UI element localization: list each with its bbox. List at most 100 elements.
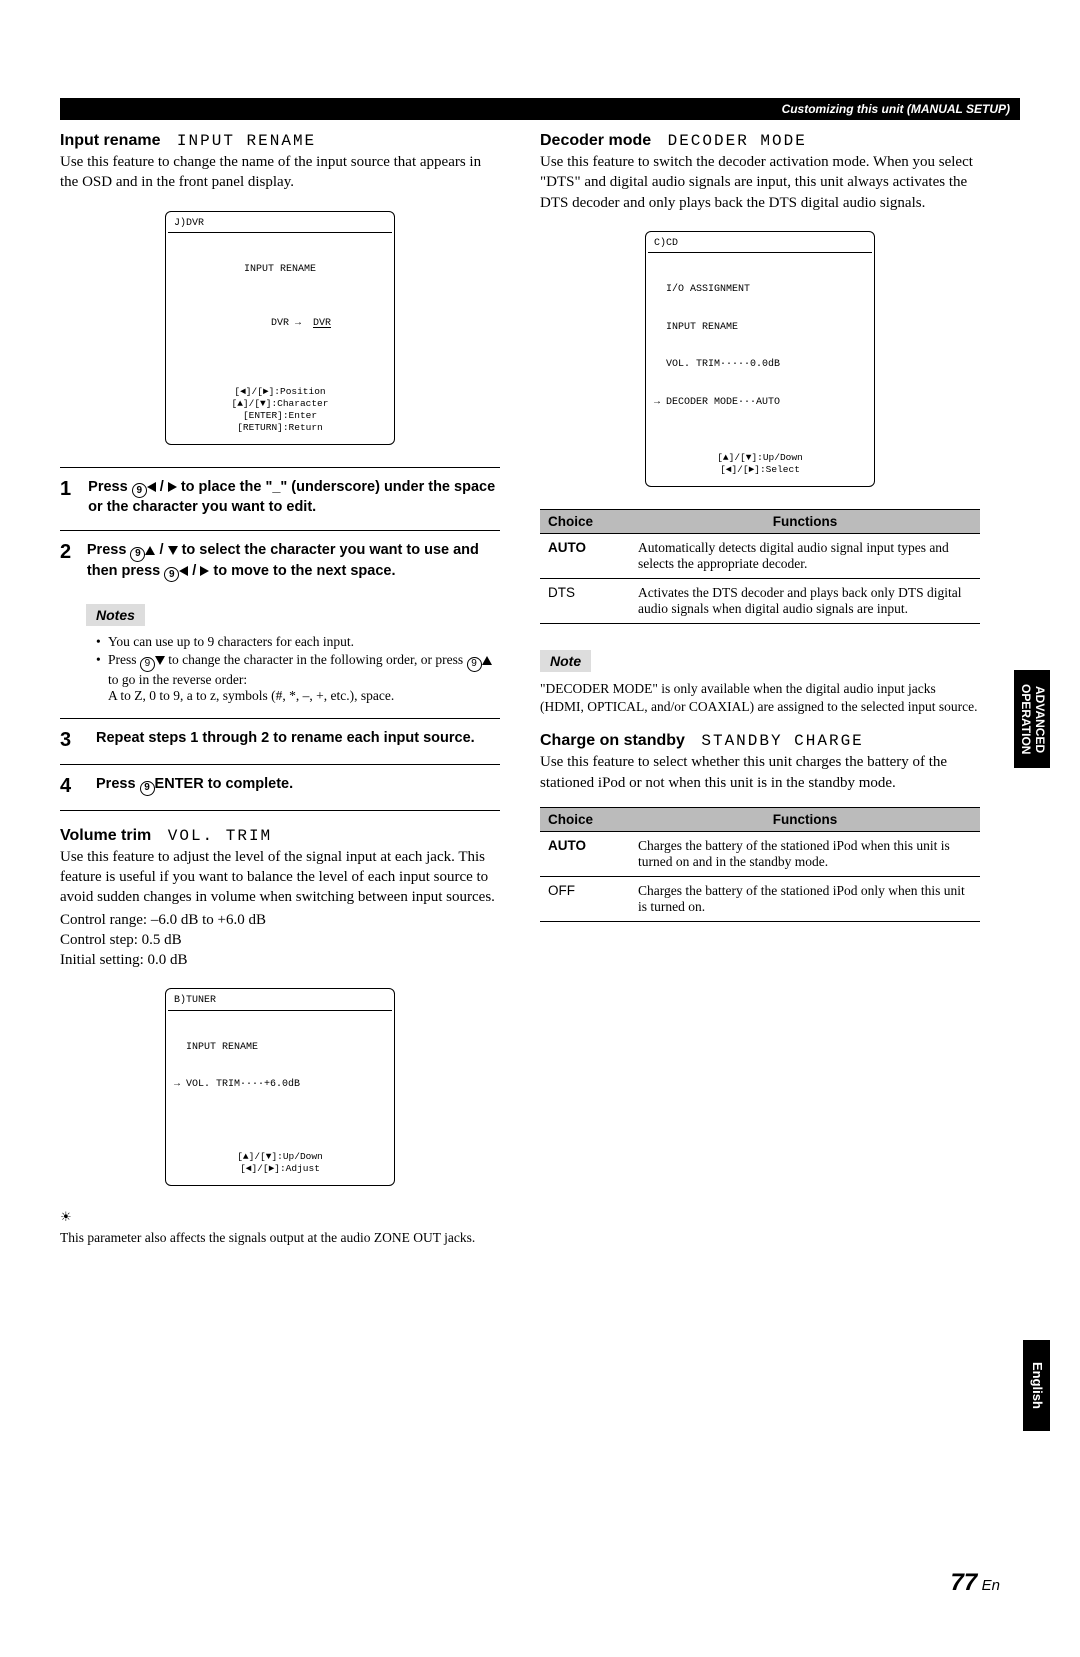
right-arrow-icon	[200, 566, 209, 576]
left-arrow-icon	[147, 482, 156, 492]
decoder-mode-title: Decoder mode	[540, 132, 651, 149]
standby-table: Choice Functions AUTO Charges the batter…	[540, 807, 980, 922]
volume-trim-title: Volume trim	[60, 827, 151, 844]
right-arrow-icon	[168, 482, 177, 492]
input-rename-lcd: INPUT RENAME	[177, 132, 316, 150]
choice-cell: DTS	[540, 579, 630, 624]
step-1: 1 Press 9 / to place the "_" (underscore…	[60, 467, 500, 530]
header-text: Customizing this unit (MANUAL SETUP)	[782, 102, 1010, 116]
decoder-mode-desc: Use this feature to switch the decoder a…	[540, 152, 980, 213]
table-row: AUTO Charges the battery of the statione…	[540, 831, 980, 876]
up-arrow-icon	[482, 656, 492, 665]
step-num-3: 3	[60, 729, 82, 752]
osd-body: INPUT RENAME DVR → DVR	[168, 239, 392, 368]
remote-9-icon: 9	[130, 547, 145, 562]
osd-hints: [▲]/[▼]:Up/Down [◄]/[►]:Select	[648, 452, 872, 476]
osd-top: J)DVR	[168, 218, 392, 234]
choice-cell: AUTO	[540, 534, 630, 579]
remote-9-icon: 9	[132, 483, 147, 498]
volume-trim-range: Control range: –6.0 dB to +6.0 dB	[60, 910, 500, 930]
decoder-mode-table: Choice Functions AUTO Automatically dete…	[540, 509, 980, 624]
up-arrow-icon	[145, 546, 155, 555]
step-num-1: 1	[60, 478, 74, 518]
function-cell: Activates the DTS decoder and plays back…	[630, 579, 980, 624]
step-text-2: Press 9 / to select the character you wa…	[87, 541, 500, 583]
osd-line2: INPUT RENAME	[654, 322, 866, 335]
input-rename-title-row: Input rename INPUT RENAME	[60, 132, 500, 150]
volume-trim-step: Control step: 0.5 dB	[60, 930, 500, 950]
standby-desc: Use this feature to select whether this …	[540, 752, 980, 793]
osd-body: INPUT RENAME → VOL. TRIM····+6.0dB	[168, 1017, 392, 1117]
osd-line2: DVR → DVR	[174, 306, 386, 344]
choice-cell: AUTO	[540, 831, 630, 876]
osd-body: I/O ASSIGNMENT INPUT RENAME VOL. TRIM···…	[648, 259, 872, 434]
osd-line2: → VOL. TRIM····+6.0dB	[174, 1079, 386, 1092]
standby-title: Charge on standby	[540, 732, 685, 749]
side-tab-advanced: ADVANCED OPERATION	[1014, 670, 1050, 768]
note-bullet-1: You can use up to 9 characters for each …	[96, 634, 500, 650]
left-arrow-icon	[179, 566, 188, 576]
table-row: DTS Activates the DTS decoder and plays …	[540, 579, 980, 624]
side-tab-line2: OPERATION	[1019, 684, 1033, 754]
table-row: OFF Charges the battery of the stationed…	[540, 876, 980, 921]
osd-line1: INPUT RENAME	[174, 1042, 386, 1055]
volume-trim-initial: Initial setting: 0.0 dB	[60, 950, 500, 970]
step-text-1: Press 9 / to place the "_" (underscore) …	[88, 478, 500, 518]
choice-cell: OFF	[540, 876, 630, 921]
input-rename-title: Input rename	[60, 132, 160, 149]
page-number: 77 En	[950, 1569, 1000, 1597]
osd-hints: [◄]/[►]:Position [▲]/[▼]:Character [ENTE…	[168, 386, 392, 434]
step-text-4: Press 9ENTER to complete.	[96, 775, 293, 798]
tip-icon: ☀	[60, 1209, 72, 1225]
osd-top: C)CD	[648, 238, 872, 254]
notes-label: Notes	[86, 604, 145, 626]
input-rename-desc: Use this feature to change the name of t…	[60, 152, 500, 193]
step-num-4: 4	[60, 775, 82, 798]
osd-line4: → DECODER MODE···AUTO	[654, 397, 866, 410]
down-arrow-icon	[168, 546, 178, 555]
side-tab-english: English	[1023, 1340, 1050, 1431]
function-cell: Charges the battery of the stationed iPo…	[630, 876, 980, 921]
right-column: Decoder mode DECODER MODE Use this featu…	[540, 132, 980, 1263]
volume-trim-title-row: Volume trim VOL. TRIM	[60, 827, 500, 845]
volume-trim-lcd: VOL. TRIM	[168, 827, 272, 845]
decoder-mode-lcd: DECODER MODE	[668, 132, 807, 150]
note-bullet-2: Press 9 to change the character in the f…	[96, 652, 500, 704]
osd-line1: I/O ASSIGNMENT	[654, 284, 866, 297]
osd-decoder-mode: C)CD I/O ASSIGNMENT INPUT RENAME VOL. TR…	[645, 231, 875, 487]
page-num-value: 77	[950, 1569, 977, 1596]
osd-volume-trim: B)TUNER INPUT RENAME → VOL. TRIM····+6.0…	[165, 988, 395, 1185]
remote-9-icon: 9	[467, 657, 482, 672]
step-3: 3 Repeat steps 1 through 2 to rename eac…	[60, 718, 500, 764]
left-column: Input rename INPUT RENAME Use this featu…	[60, 132, 500, 1263]
choice-header: Choice	[540, 807, 630, 831]
remote-9-icon: 9	[140, 781, 155, 796]
osd-hints: [▲]/[▼]:Up/Down [◄]/[►]:Adjust	[168, 1151, 392, 1175]
function-cell: Charges the battery of the stationed iPo…	[630, 831, 980, 876]
decoder-note-body: "DECODER MODE" is only available when th…	[540, 680, 980, 716]
table-row: AUTO Automatically detects digital audio…	[540, 534, 980, 579]
content-columns: Input rename INPUT RENAME Use this featu…	[60, 132, 1020, 1263]
choice-header: Choice	[540, 510, 630, 534]
osd-line3: VOL. TRIM·····0.0dB	[654, 359, 866, 372]
side-tab-line1: ADVANCED	[1033, 686, 1047, 753]
page-lang: En	[982, 1577, 1000, 1594]
standby-title-row: Charge on standby STANDBY CHARGE	[540, 732, 980, 750]
notes-bullets: You can use up to 9 characters for each …	[96, 634, 500, 704]
functions-header: Functions	[630, 807, 980, 831]
function-cell: Automatically detects digital audio sign…	[630, 534, 980, 579]
volume-trim-desc: Use this feature to adjust the level of …	[60, 847, 500, 908]
down-arrow-icon	[155, 656, 165, 665]
step-4: 4 Press 9ENTER to complete.	[60, 764, 500, 811]
volume-trim-tip: This parameter also affects the signals …	[60, 1229, 500, 1247]
osd-top: B)TUNER	[168, 995, 392, 1011]
remote-9-icon: 9	[164, 567, 179, 582]
osd-line1: INPUT RENAME	[174, 264, 386, 277]
step-2: 2 Press 9 / to select the character you …	[60, 530, 500, 595]
note-label: Note	[540, 650, 591, 672]
step-text-3: Repeat steps 1 through 2 to rename each …	[96, 729, 475, 752]
osd-input-rename: J)DVR INPUT RENAME DVR → DVR [◄]/[►]:Pos…	[165, 211, 395, 445]
remote-9-icon: 9	[140, 657, 155, 672]
decoder-mode-title-row: Decoder mode DECODER MODE	[540, 132, 980, 150]
functions-header: Functions	[630, 510, 980, 534]
